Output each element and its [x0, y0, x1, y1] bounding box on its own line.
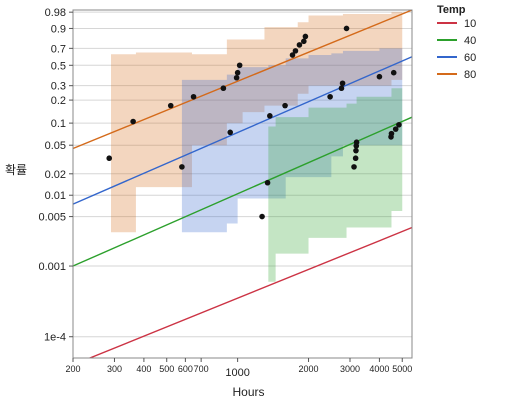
data-point-80 [343, 25, 350, 32]
confidence-bands [111, 12, 403, 282]
y-tick-label: 0.5 [51, 60, 66, 72]
data-point-80 [130, 118, 136, 125]
data-point-60 [267, 113, 273, 119]
data-point-40 [352, 155, 359, 162]
y-axis-title: 확률 [5, 163, 27, 177]
plot-frame [72, 9, 413, 359]
data-point-60 [338, 85, 345, 92]
y-tick-label: 0.05 [45, 140, 66, 152]
legend: Temp 10 40 60 80 [437, 4, 476, 81]
x-axis-title: Hours [232, 385, 264, 399]
data-point-40 [353, 139, 360, 145]
confidence-band-40 [268, 69, 403, 282]
legend-title: Temp [437, 4, 466, 16]
data-point-40 [264, 179, 271, 186]
legend-label-80: 80 [464, 69, 476, 81]
data-point-60 [339, 80, 346, 87]
data-point-80 [167, 102, 174, 109]
x-tick-label: 3000 [340, 364, 360, 374]
data-point-60 [390, 69, 397, 76]
data-point-80 [236, 62, 243, 69]
data-point-40 [396, 121, 402, 128]
fit-line-80 [73, 10, 412, 150]
data-point-60 [227, 129, 234, 136]
y-tick-label: 0.2 [51, 95, 66, 107]
y-axis-ticks: 1e-4 0.001 0.005 0.01 0.02 0.05 0.1 0.2 0.3 0.5 0.… [38, 7, 73, 344]
legend-label-60: 60 [464, 52, 476, 64]
data-points [106, 25, 402, 220]
y-tick-label: 0.01 [45, 190, 66, 202]
y-tick-label: 0.7 [51, 43, 66, 55]
data-point-80 [301, 38, 307, 45]
data-point-80 [292, 48, 299, 54]
x-tick-label: 500 [159, 364, 174, 374]
y-tick-label: 0.001 [38, 261, 66, 273]
y-tick-label: 0.98 [45, 7, 66, 19]
legend-label-40: 40 [464, 35, 476, 47]
data-point-40 [351, 164, 357, 170]
y-tick-label: 0.1 [51, 118, 66, 130]
legend-items: 10 40 60 80 [437, 18, 476, 81]
x-tick-label: 4000 [369, 364, 389, 374]
data-point-40 [259, 213, 265, 220]
data-point-80 [234, 69, 241, 76]
legend-label-10: 10 [464, 18, 476, 30]
x-tick-label: 400 [136, 364, 151, 374]
confidence-band-80 [111, 12, 403, 233]
x-tick-label: 1000 [225, 367, 249, 379]
data-point-40 [388, 130, 395, 137]
x-tick-label: 300 [107, 364, 122, 374]
data-point-80 [106, 155, 113, 162]
fit-line-60 [73, 56, 412, 205]
y-tick-label: 0.3 [51, 81, 66, 93]
data-point-80 [302, 33, 309, 40]
fit-line-10 [88, 226, 412, 358]
x-tick-label: 600 [178, 364, 193, 374]
data-point-80 [220, 85, 227, 92]
data-point-80 [233, 74, 240, 81]
confidence-band-60 [181, 41, 403, 233]
data-point-80 [289, 52, 296, 58]
y-tick-label: 0.005 [38, 212, 66, 224]
x-tick-label: 200 [65, 364, 80, 374]
data-point-60 [327, 93, 333, 100]
x-axis-ticks: 200 300 400 500 600 700 1000 2000 3000 4000 5000 [65, 358, 412, 379]
y-tick-label: 0.9 [51, 23, 66, 35]
x-tick-label: 700 [194, 364, 209, 374]
y-tick-label: 0.02 [45, 169, 66, 181]
data-point-40 [353, 147, 359, 154]
data-point-60 [376, 73, 383, 80]
x-tick-label: 5000 [392, 364, 412, 374]
data-point-80 [296, 42, 303, 48]
data-point-80 [190, 93, 197, 100]
y-tick-label: 1e-4 [44, 332, 66, 344]
data-point-60 [179, 164, 185, 170]
data-point-40 [392, 126, 399, 132]
x-tick-label: 2000 [299, 364, 319, 374]
gridlines [73, 11, 412, 338]
data-point-60 [282, 102, 288, 109]
